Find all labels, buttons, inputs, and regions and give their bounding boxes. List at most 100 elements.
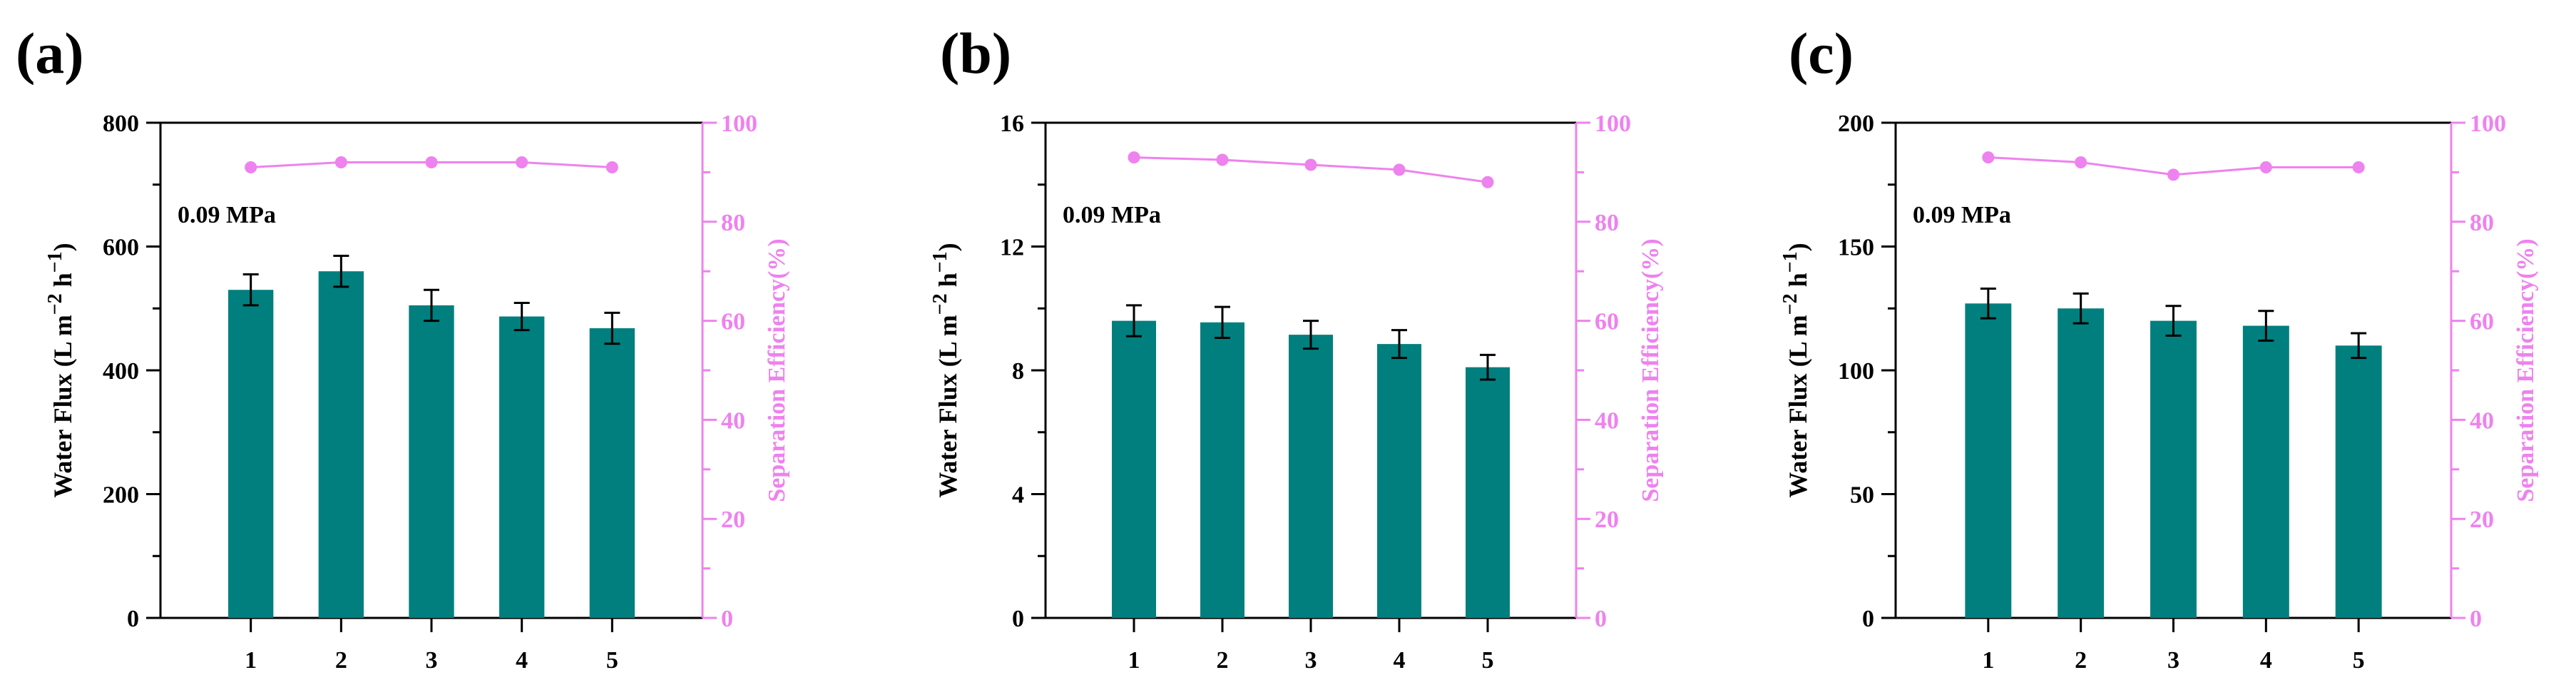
y2-tick-label: 40 [1595, 407, 1619, 434]
bar-water-flux-1 [1112, 320, 1156, 618]
point-separation-efficiency-4 [2259, 161, 2272, 173]
bar-water-flux-3 [2150, 320, 2197, 618]
y2-tick-label: 20 [2470, 507, 2494, 533]
x-tick-label: 2 [2075, 647, 2087, 674]
point-separation-efficiency-2 [1216, 153, 1229, 166]
y-tick-label: 600 [103, 235, 139, 261]
bar-water-flux-2 [2058, 308, 2105, 618]
y-axis-title-superscript: −1 [1779, 251, 1801, 273]
bar-water-flux-5 [1466, 367, 1510, 618]
point-separation-efficiency-1 [1128, 151, 1140, 164]
y-tick-label: 200 [103, 482, 139, 509]
point-separation-efficiency-3 [1304, 158, 1317, 171]
bar-water-flux-2 [1200, 322, 1244, 618]
y2-tick-label: 0 [2470, 606, 2482, 632]
point-separation-efficiency-2 [2075, 156, 2087, 169]
y-axis-title: Water Flux (L m−2 h−1) [44, 243, 77, 497]
y-tick-label: 200 [1838, 111, 1874, 137]
y-axis-title-superscript: −1 [929, 251, 951, 273]
point-separation-efficiency-4 [516, 156, 528, 169]
panel-label: (a) [16, 21, 84, 86]
x-tick-label: 4 [2260, 647, 2272, 674]
y-tick-label: 800 [103, 111, 139, 137]
error-bar-1 [1980, 287, 1996, 320]
y-tick-label: 100 [1838, 358, 1874, 385]
y-tick-label: 0 [1012, 606, 1024, 632]
y2-tick-label: 40 [2470, 407, 2494, 434]
y2-axis-title: Separation Efficiency(%) [2513, 238, 2539, 502]
point-separation-efficiency-5 [1481, 176, 1494, 188]
x-tick-label: 3 [1305, 647, 1317, 674]
bar-water-flux-4 [2242, 325, 2289, 618]
x-tick-label: 1 [1128, 647, 1140, 674]
error-bar-5 [1480, 353, 1496, 381]
y2-tick-label: 100 [721, 111, 757, 137]
point-separation-efficiency-2 [334, 156, 347, 169]
error-bar-4 [2258, 310, 2274, 342]
error-bar-2 [1215, 305, 1230, 339]
y-tick-label: 400 [103, 358, 139, 385]
y-axis-title-superscript: −2 [1779, 293, 1801, 315]
bar-water-flux-4 [499, 316, 545, 618]
error-bar-5 [604, 311, 620, 345]
bar-water-flux-3 [409, 305, 454, 618]
x-tick-label: 2 [1217, 647, 1229, 674]
y2-tick-label: 0 [1595, 606, 1607, 632]
y-axis-title-part: ) [48, 243, 77, 251]
error-bar-1 [242, 273, 259, 307]
pressure-annotation: 0.09 MPa [178, 202, 276, 228]
y2-tick-label: 40 [721, 407, 745, 434]
error-bar-2 [333, 255, 349, 288]
y2-tick-label: 80 [721, 210, 745, 236]
y-tick-label: 50 [1850, 482, 1874, 509]
y-axis-title-part: h [1784, 273, 1812, 293]
bar-water-flux-1 [228, 290, 274, 618]
y2-tick-label: 60 [1595, 309, 1619, 335]
bar-water-flux-3 [1289, 335, 1333, 618]
point-separation-efficiency-1 [1982, 151, 1995, 164]
pressure-annotation: 0.09 MPa [1913, 202, 2011, 228]
x-tick-label: 1 [245, 647, 257, 674]
bar-water-flux-5 [2335, 345, 2382, 618]
chart-panel-3: (c) 0 50 100 150 200 0 20 40 60 80 100 1 2 3 4 5 0.09 MPa… [1779, 21, 2539, 674]
error-bar-5 [2351, 332, 2367, 360]
point-separation-efficiency-3 [2167, 168, 2179, 181]
y-axis-title: Water Flux (L m−2 h−1) [1779, 243, 1812, 497]
error-bar-2 [2072, 292, 2089, 325]
x-tick-label: 5 [1482, 647, 1494, 674]
y-axis-title-superscript: −2 [44, 293, 66, 315]
panel-label: (b) [940, 21, 1011, 86]
y2-tick-label: 20 [721, 507, 745, 533]
chart-panel-1: (a) 0 200 400 600 800 0 20 40 60 80 100 1 2 3 4 5 0.09 MP… [16, 21, 790, 674]
point-separation-efficiency-1 [245, 161, 257, 173]
y-tick-label: 4 [1012, 482, 1024, 509]
error-bar-1 [1126, 304, 1142, 338]
y2-tick-label: 60 [721, 309, 745, 335]
bar-water-flux-5 [589, 328, 635, 618]
y-axis-title-part: h [934, 273, 962, 293]
panel-label: (c) [1789, 21, 1854, 86]
y-axis-title-superscript: −2 [929, 293, 951, 315]
y-axis-title-part: ) [1784, 243, 1812, 251]
error-bar-3 [424, 288, 439, 323]
y-axis-title-part: ) [934, 243, 962, 251]
y-tick-label: 12 [1000, 235, 1024, 261]
error-bar-3 [1303, 320, 1319, 350]
y2-tick-label: 100 [1595, 111, 1631, 137]
point-separation-efficiency-5 [605, 161, 618, 173]
bar-water-flux-1 [1965, 303, 2012, 618]
error-bar-3 [2165, 305, 2182, 337]
x-tick-label: 4 [516, 647, 528, 674]
error-bar-4 [513, 301, 530, 332]
y-tick-label: 16 [1000, 111, 1024, 137]
bar-water-flux-2 [318, 271, 364, 618]
x-tick-label: 1 [1982, 647, 1994, 674]
x-tick-label: 5 [606, 647, 618, 674]
y2-axis-title: Separation Efficiency(%) [1637, 238, 1664, 502]
bar-water-flux-4 [1377, 344, 1421, 618]
y-tick-label: 0 [127, 606, 139, 632]
y-axis-title-part: Water Flux (L m [934, 315, 962, 497]
y-tick-label: 0 [1862, 606, 1874, 632]
point-separation-efficiency-5 [2352, 161, 2365, 173]
